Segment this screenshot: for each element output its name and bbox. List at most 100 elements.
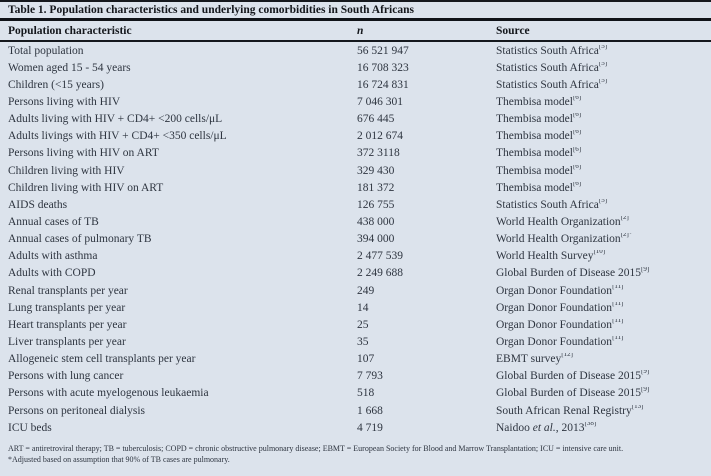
row-source-reference: [10] [593,250,606,256]
row-source-reference: [11] [612,284,624,290]
row-characteristic: Liver transplants per year [8,335,126,348]
row-characteristic: Total population [8,44,84,57]
row-source: Organ Donor Foundation[11] [496,302,703,314]
table-row: Lung transplants per year 14 Organ Donor… [0,299,711,316]
row-source-reference: [11] [612,335,624,342]
header-divider-rule [0,40,711,42]
row-source-reference: [11] [612,318,624,324]
table-row: ICU beds 4 719 Naidoo et al., 2013[38] [0,419,711,436]
row-n: 2 477 539 [357,250,403,263]
row-n: 372 3118 [357,147,400,160]
table-row: Adults with asthma 2 477 539 World Healt… [0,248,711,265]
row-characteristic: Renal transplants per year [8,284,128,297]
row-source: Organ Donor Foundation[11] [496,336,703,348]
row-source: World Health Organization[2] [496,216,703,228]
table-row: Renal transplants per year 249 Organ Don… [0,282,711,299]
table-row: Persons with lung cancer 7 793 Global Bu… [0,368,711,385]
row-n: 2 012 674 [357,130,403,143]
table-row: Annual cases of TB 438 000 World Health … [0,213,711,230]
row-n: 16 708 323 [357,61,409,74]
table-row: Persons with acute myelogenous leukaemia… [0,385,711,402]
row-characteristic: Children living with HIV on ART [8,181,164,194]
row-source-reference: [6] [572,113,582,119]
row-source-reference: [6] [572,130,582,136]
row-source: Naidoo et al., 2013[38] [496,422,703,434]
row-n: 2 249 688 [357,267,403,280]
row-source-reference: [6] [572,95,582,102]
table-row: Children living with HIV 329 430 Thembis… [0,162,711,179]
table-row: Liver transplants per year 35 Organ Dono… [0,333,711,350]
row-n: 181 372 [357,181,395,194]
table-row: Children living with HIV on ART 181 372 … [0,179,711,196]
table-top-rule [0,0,711,2]
table-row: Children (<15 years) 16 724 831 Statisti… [0,76,711,93]
row-source-reference: [2]* [620,233,633,239]
row-source: Statistics South Africa[5] [496,62,703,74]
row-source-reference: [5] [598,61,608,67]
table-row: Allogeneic stem cell transplants per yea… [0,351,711,368]
row-characteristic: Annual cases of TB [8,215,99,228]
table-footnotes: ART = antiretroviral therapy; TB = tuber… [0,436,711,465]
row-n: 16 724 831 [357,78,409,91]
row-source: Thembisa model[6] [496,182,703,194]
row-characteristic: Allogeneic stem cell transplants per yea… [8,353,196,366]
row-source-reference: [12] [561,353,573,359]
row-characteristic: Adults with COPD [8,267,96,280]
row-n: 329 430 [357,164,395,177]
row-n: 1 668 [357,404,383,417]
row-characteristic: Persons living with HIV on ART [8,147,159,160]
table-row: Heart transplants per year 25 Organ Dono… [0,316,711,333]
row-source-reference: [5] [598,44,608,50]
row-source: Thembisa model[6] [496,130,703,142]
table-row: AIDS deaths 126 755 Statistics South Afr… [0,196,711,213]
row-n: 14 [357,301,369,314]
row-n: 126 755 [357,198,395,211]
row-characteristic: Adults living with HIV + CD4+ <200 cells… [8,113,223,126]
row-characteristic: Children living with HIV [8,164,125,177]
row-n: 394 000 [357,233,395,246]
row-source: World Health Survey[10] [496,250,703,262]
footnote-abbreviations: ART = antiretroviral therapy; TB = tuber… [8,444,624,454]
row-source: EBMT survey[12] [496,353,703,365]
table-body: Total population 56 521 947 Statistics S… [0,42,711,436]
row-characteristic: Adults livings with HIV + CD4+ <350 cell… [8,130,227,143]
column-header-n: n [357,24,364,37]
row-source-reference: [5] [598,78,608,85]
row-source: Organ Donor Foundation[11] [496,319,703,331]
row-source-reference: [6] [572,181,582,187]
row-source: World Health Organization[2]* [496,233,703,245]
table-row: Total population 56 521 947 Statistics S… [0,42,711,59]
row-characteristic: Persons living with HIV [8,95,121,108]
table-row: Adults with COPD 2 249 688 Global Burden… [0,265,711,282]
row-source-reference: [6] [572,164,582,170]
row-source: Global Burden of Disease 2015[9] [496,267,703,279]
table-row: Persons living with HIV 7 046 301 Thembi… [0,93,711,110]
row-source-reference: [13] [631,404,644,410]
row-characteristic: Adults with asthma [8,250,98,263]
column-header-source: Source [496,24,530,37]
row-characteristic: Heart transplants per year [8,318,127,331]
row-n: 35 [357,335,369,348]
row-source: Statistics South Africa[5] [496,199,703,211]
row-n: 249 [357,284,375,297]
table-row: Adults livings with HIV + CD4+ <350 cell… [0,128,711,145]
row-source: Statistics South Africa[5] [496,45,703,57]
row-characteristic: Persons on peritoneal dialysis [8,404,146,417]
table-row: Annual cases of pulmonary TB 394 000 Wor… [0,231,711,248]
footnote-asterisk: *Adjusted based on assumption that 90% o… [8,454,230,464]
row-n: 107 [357,353,375,366]
row-source-reference: [9] [641,387,650,393]
row-characteristic: ICU beds [8,421,52,434]
row-characteristic: Children (<15 years) [8,78,104,91]
row-source-reference: [9] [641,267,650,273]
row-characteristic: Persons with lung cancer [8,370,124,383]
row-characteristic: Annual cases of pulmonary TB [8,233,152,246]
row-source: Statistics South Africa[5] [496,79,703,91]
row-n: 518 [357,387,375,400]
row-source-reference: [2] [620,215,629,222]
row-n: 7 793 [357,370,383,383]
row-source: Global Burden of Disease 2015[9] [496,370,703,382]
row-characteristic: Lung transplants per year [8,301,126,314]
column-header-characteristic: Population characteristic [8,24,132,37]
row-n: 56 521 947 [357,44,409,57]
